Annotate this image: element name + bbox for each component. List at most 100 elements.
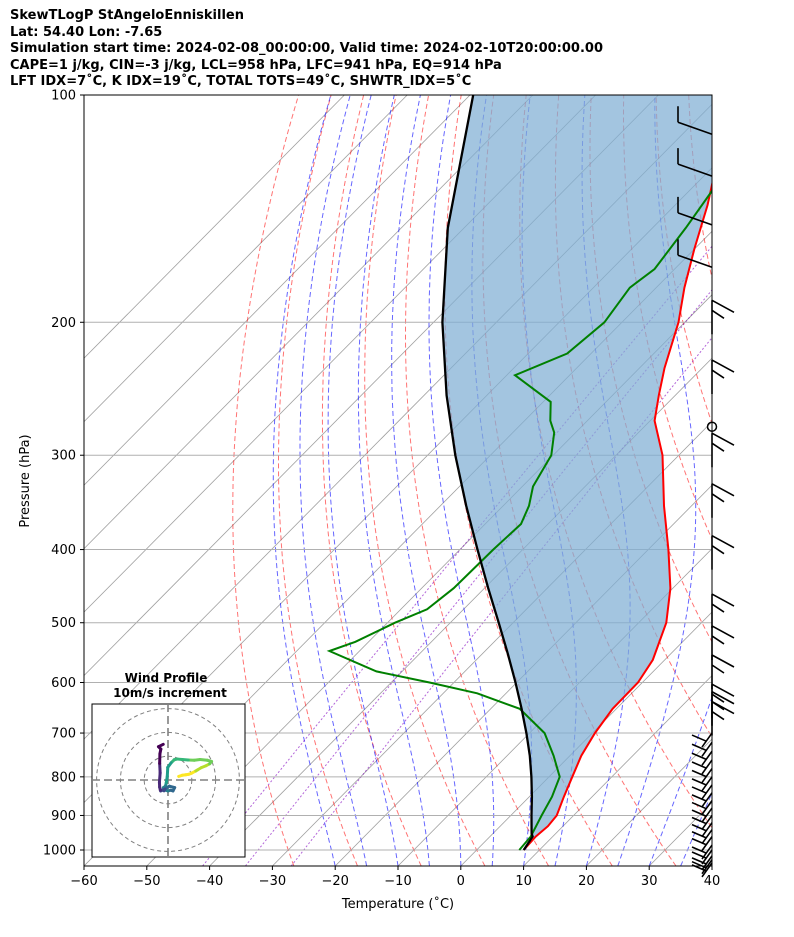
chart-header: SkewTLogP StAngeloEnniskillen Lat: 54.40… xyxy=(10,8,603,91)
wind-barb-shape xyxy=(711,299,735,335)
x-tick-label: −20 xyxy=(321,874,348,889)
wind-barb xyxy=(677,239,713,268)
y-tick-label: 100 xyxy=(51,89,76,104)
cape-shading xyxy=(442,95,712,850)
mixing-ratio-line xyxy=(245,289,712,866)
dry-adiabat xyxy=(405,95,550,866)
location-coordinates: Lat: 54.40 Lon: -7.65 xyxy=(10,24,163,40)
wind-barb xyxy=(691,750,713,766)
wind-barb-shape xyxy=(711,432,735,468)
dewpoint-line xyxy=(326,189,712,851)
wind-barb xyxy=(691,836,713,852)
x-axis-ticks: −60 −50 −40 −30 −20 −10 0 10 20 30 40 xyxy=(70,866,720,889)
wind-barb-shape xyxy=(711,700,735,736)
wind-profile-inset: Wind Profile 10m/s increment xyxy=(91,671,246,858)
y-tick-label: 400 xyxy=(51,543,76,558)
wind-barb xyxy=(711,625,735,660)
wind-barb xyxy=(711,534,735,570)
mixing-ratio-lines xyxy=(202,245,712,866)
x-tick-label: 40 xyxy=(704,874,721,889)
x-axis-label: Temperature (˚C) xyxy=(341,896,454,912)
wind-barb xyxy=(691,800,713,816)
wind-barb xyxy=(691,759,713,775)
stability-indices: LFT IDX=7˚C, K IDX=19˚C, TOTAL TOTS=49˚C… xyxy=(10,74,472,89)
dry-adiabat xyxy=(278,95,358,866)
x-tick-label: 30 xyxy=(641,874,658,889)
inset-title: Wind Profile xyxy=(125,671,208,685)
x-tick-label: 10 xyxy=(515,874,532,889)
wind-barb xyxy=(691,792,713,808)
wind-barb-shape xyxy=(691,836,713,852)
wind-barb-shape xyxy=(677,148,713,177)
wind-barb xyxy=(691,814,713,830)
wind-barb-shape xyxy=(691,844,713,860)
wind-barb xyxy=(691,732,713,748)
x-tick-label: 20 xyxy=(578,874,595,889)
wind-barb xyxy=(677,196,713,226)
moist-adiabat xyxy=(272,95,336,866)
dry-adiabat xyxy=(232,95,300,866)
wind-barb-shape xyxy=(691,776,713,792)
moist-adiabat xyxy=(391,95,462,866)
wind-barb xyxy=(691,844,713,860)
isotherm-line xyxy=(84,95,345,359)
x-tick-label: −30 xyxy=(259,874,286,889)
wind-barb-shape xyxy=(691,792,713,808)
y-tick-label: 500 xyxy=(51,616,76,631)
y-tick-label: 700 xyxy=(51,727,76,742)
x-tick-label: −50 xyxy=(133,874,160,889)
chart-title: SkewTLogP StAngeloEnniskillen xyxy=(10,8,244,23)
wind-barb xyxy=(691,741,713,757)
wind-barb xyxy=(711,483,735,518)
wind-barb xyxy=(691,784,713,800)
parcel-line xyxy=(441,95,534,851)
dry-adiabat xyxy=(754,95,794,866)
wind-barb xyxy=(711,359,735,395)
y-tick-label: 900 xyxy=(51,809,76,824)
wind-barb-shape xyxy=(711,483,735,518)
isotherm-line xyxy=(334,484,712,866)
dry-adiabat xyxy=(364,95,486,866)
y-axis-ticks: 100 200 300 400 500 600 700 800 900 1000 xyxy=(43,89,84,859)
wind-barb-shape xyxy=(711,534,735,570)
wind-barb xyxy=(677,148,713,177)
wind-barb xyxy=(706,421,718,432)
wind-barb xyxy=(691,776,713,792)
dry-adiabat xyxy=(321,95,422,866)
isotherm-line xyxy=(84,95,471,486)
wind-barb xyxy=(677,106,713,136)
y-tick-label: 200 xyxy=(51,316,76,331)
y-tick-label: 600 xyxy=(51,676,76,691)
wind-barb-shape xyxy=(711,683,735,719)
wind-barb-shape xyxy=(691,807,713,823)
convective-parameters: CAPE=1 j/kg, CIN=-3 j/kg, LCL=958 hPa, L… xyxy=(10,57,502,73)
x-tick-label: 0 xyxy=(457,874,465,889)
wind-barb xyxy=(711,654,735,689)
wind-barb-shape xyxy=(691,784,713,800)
wind-barb-shape xyxy=(691,759,713,775)
dry-adiabat xyxy=(721,95,794,866)
y-tick-label: 800 xyxy=(51,770,76,785)
wind-barb-shape xyxy=(691,862,713,878)
wind-barb-shape xyxy=(711,593,735,629)
wind-barb-shape xyxy=(677,106,713,136)
wind-barb-shape xyxy=(691,768,713,783)
wind-barb-shape xyxy=(711,654,735,689)
wind-barb-shape xyxy=(677,239,713,268)
isotherm-line xyxy=(397,548,712,866)
moist-adiabat xyxy=(648,695,712,866)
x-tick-label: −40 xyxy=(196,874,223,889)
y-tick-label: 1000 xyxy=(43,844,76,859)
mixing-ratio-line xyxy=(202,245,712,866)
wind-barb-shape xyxy=(691,822,713,838)
cape-area xyxy=(442,95,712,850)
wind-barb xyxy=(711,299,735,335)
wind-barb xyxy=(711,700,735,736)
wind-barb-shape xyxy=(711,625,735,660)
wind-barb-shape xyxy=(691,741,713,757)
inset-subtitle: 10m/s increment xyxy=(113,686,227,700)
moist-adiabat xyxy=(617,95,697,866)
moist-adiabat xyxy=(428,95,495,866)
wind-barb-shape xyxy=(691,829,713,845)
x-tick-label: −60 xyxy=(70,874,97,889)
